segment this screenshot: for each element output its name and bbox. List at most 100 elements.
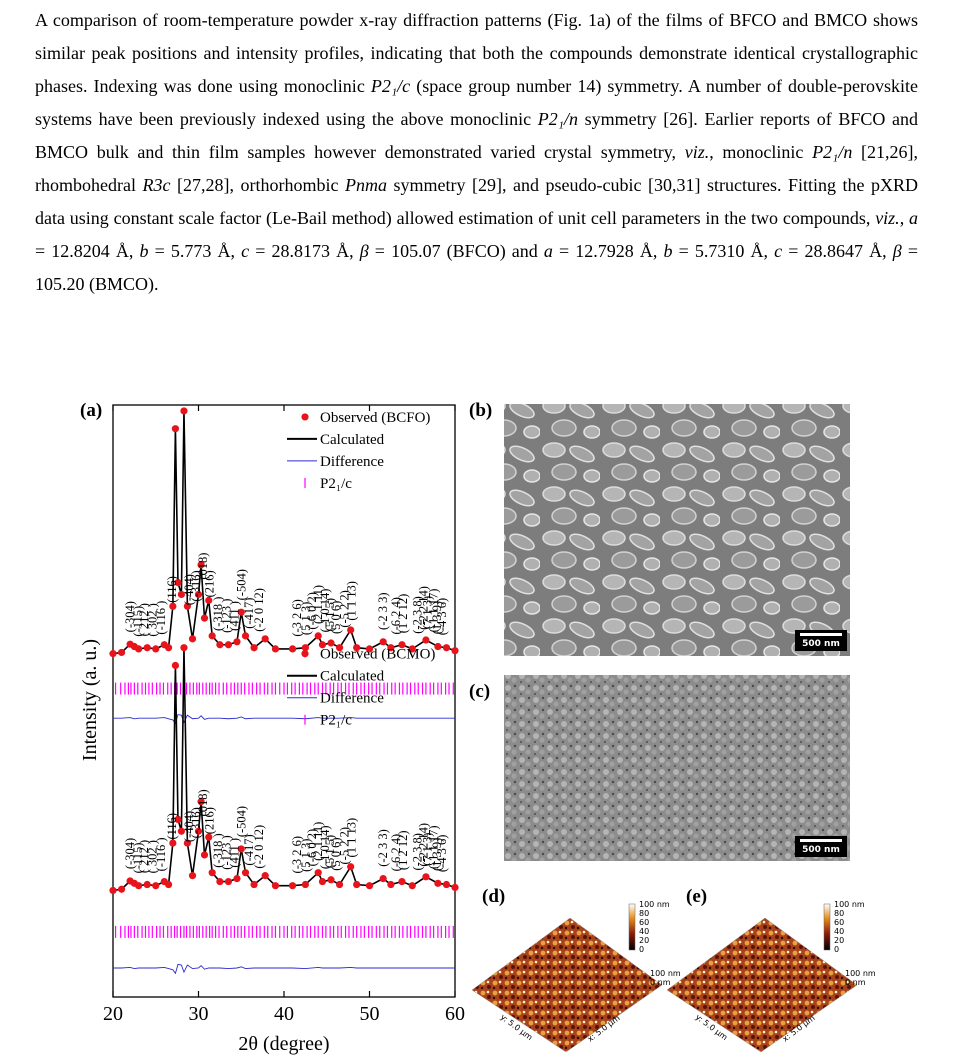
text-run: = 28.8647 Å,	[782, 241, 893, 261]
peak-label: (-2 0 12)	[252, 588, 266, 632]
scale-bar-label: 500 nm	[802, 639, 840, 649]
observed-point	[200, 614, 209, 622]
panel-label: (e)	[686, 886, 707, 907]
observed-point	[233, 638, 241, 646]
observed-point	[379, 875, 387, 883]
colorbar-label: 40	[639, 927, 649, 936]
sem-image	[504, 404, 850, 656]
observed-point	[398, 641, 406, 649]
x-tick-label: 20	[103, 1003, 123, 1025]
difference-line	[113, 963, 455, 975]
observed-point	[109, 650, 117, 658]
z-axis-label: 0 nm	[845, 978, 866, 987]
text-run: ,	[899, 208, 910, 228]
peak-label: (-4 3 6)	[435, 835, 449, 873]
observed-point	[117, 648, 126, 657]
observed-point	[180, 644, 188, 652]
observed-point	[237, 608, 245, 616]
peak-label: (1 2 12)	[396, 830, 410, 870]
legend-label: Difference	[320, 454, 384, 470]
observed-point	[152, 882, 160, 890]
italic-text: β	[892, 241, 902, 261]
observed-point	[250, 644, 258, 652]
z-axis-label: 100 nm	[650, 969, 681, 978]
observed-point	[434, 879, 442, 887]
observed-point	[169, 839, 177, 847]
peak-label: (-2 0 12)	[252, 825, 266, 869]
observed-point	[164, 644, 173, 652]
observed-point	[117, 885, 126, 893]
peak-label: (-2 3 3)	[376, 829, 390, 867]
observed-point	[171, 425, 180, 433]
peak-label: (216)	[203, 570, 217, 597]
panel-label: (b)	[469, 400, 492, 421]
observed-point	[387, 880, 395, 889]
colorbar-label: 60	[834, 918, 844, 927]
peak-label: (-116 )	[154, 837, 168, 871]
difference-line	[113, 714, 455, 725]
observed-point	[408, 645, 416, 653]
text-run: = 12.7928 Å,	[552, 241, 664, 261]
y-axis-label: Intensity (a. u.)	[79, 639, 101, 761]
observed-point	[271, 645, 280, 653]
peak-label: (1 1 13)	[345, 818, 359, 858]
observed-point	[194, 590, 203, 599]
text-run: [21,26], rhombohedral	[35, 142, 918, 195]
peak-label: (1 3 9)	[430, 601, 444, 634]
observed-point	[301, 644, 309, 652]
observed-point	[353, 644, 361, 652]
observed-point	[194, 827, 203, 835]
x-axis-label: 2θ (degree)	[238, 1033, 329, 1055]
scale-bar-label: 500 nm	[802, 845, 840, 855]
italic-text: P2₁/c	[370, 76, 411, 96]
peak-label: (-2 2 14)	[416, 586, 430, 630]
colorbar-label: 20	[834, 936, 844, 945]
observed-point	[318, 877, 327, 886]
panel-label: (d)	[482, 886, 505, 907]
observed-point	[164, 880, 173, 889]
peak-label: (-404)	[182, 811, 196, 842]
colorbar-label: 80	[639, 909, 649, 918]
observed-point	[143, 644, 151, 652]
peak-label: (216)	[203, 807, 217, 834]
peak-label: (-2 2 14)	[416, 823, 430, 867]
observed-point	[422, 873, 430, 881]
colorbar-label: 0	[639, 945, 644, 954]
observed-point	[224, 641, 233, 649]
observed-point	[208, 632, 216, 640]
observed-point	[335, 644, 344, 652]
legend-marker	[301, 650, 309, 658]
observed-point	[288, 645, 297, 653]
observed-point	[208, 869, 216, 877]
peak-label: (1 1 13)	[345, 581, 359, 621]
observed-point	[237, 845, 245, 853]
peak-label: (116)	[165, 813, 179, 840]
observed-point	[197, 561, 205, 569]
observed-point	[174, 815, 182, 824]
peak-label: (116)	[165, 576, 179, 603]
peak-label: (-417)	[242, 598, 256, 629]
peak-label: (-417)	[242, 834, 256, 865]
colorbar-label: 100 nm	[639, 900, 670, 909]
observed-point	[216, 641, 224, 649]
peak-label: (-2 3 8)	[410, 833, 424, 871]
z-axis-label: 100 nm	[845, 969, 876, 978]
colorbar	[823, 903, 831, 951]
observed-point	[271, 882, 280, 890]
observed-point	[398, 877, 406, 886]
paragraph: A comparison of room-temperature powder …	[35, 4, 918, 301]
peak-label: (-5 2 2)	[338, 590, 352, 628]
peak-label: (411 )	[227, 601, 241, 631]
italic-text: b	[663, 241, 673, 261]
peak-label: (-1 0 14)	[318, 825, 332, 869]
observed-point	[183, 839, 191, 847]
peak-label: (-5 2 2)	[338, 827, 352, 865]
text-run: = 28.8173 Å,	[249, 241, 360, 261]
observed-point	[353, 880, 361, 889]
peak-label: (-1 0 14)	[318, 589, 332, 633]
x-tick-label: 50	[360, 1003, 380, 1025]
observed-point	[152, 645, 160, 653]
observed-point	[365, 645, 374, 653]
peak-label: (018)	[196, 789, 210, 816]
